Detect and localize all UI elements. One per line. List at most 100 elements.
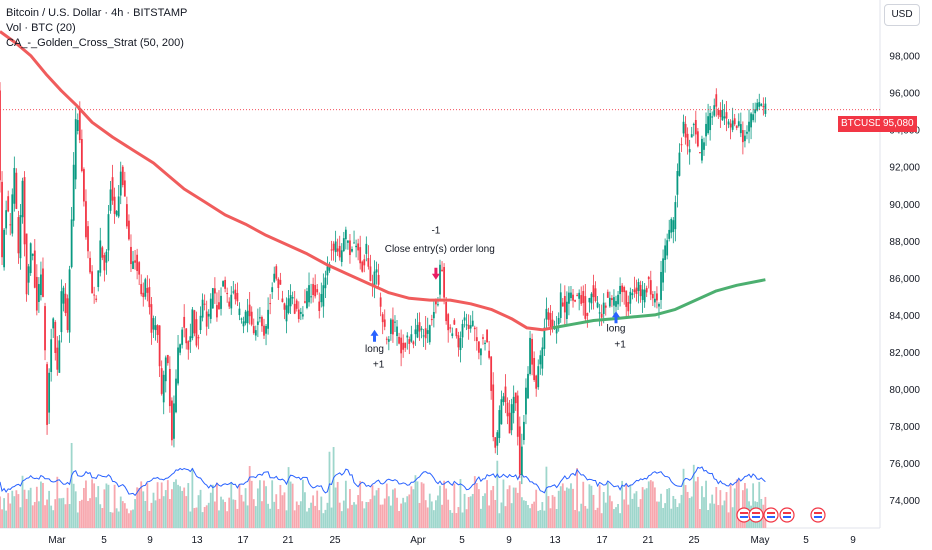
candle-body bbox=[594, 288, 597, 302]
candle-body bbox=[428, 325, 431, 343]
candle-body bbox=[246, 310, 249, 324]
candle-body bbox=[432, 311, 435, 319]
volume-bar bbox=[621, 480, 624, 528]
volume-bar bbox=[543, 510, 546, 528]
volume-bar bbox=[576, 468, 579, 528]
volume-bar bbox=[694, 481, 697, 528]
volume-bar bbox=[428, 493, 431, 528]
volume-bar bbox=[121, 501, 124, 528]
volume-bar bbox=[355, 504, 357, 528]
volume-bar bbox=[416, 481, 419, 528]
volume-bar bbox=[680, 494, 683, 528]
candle-body bbox=[549, 313, 552, 329]
volume-bar bbox=[518, 481, 521, 528]
candle-body bbox=[723, 116, 726, 119]
candle-body bbox=[502, 396, 505, 403]
candle-body bbox=[666, 240, 669, 256]
candle-body bbox=[326, 266, 329, 276]
candle-body bbox=[586, 312, 589, 316]
candle-body bbox=[598, 312, 601, 314]
candle-body bbox=[498, 410, 501, 439]
volume-bar bbox=[537, 510, 540, 528]
candle-body bbox=[273, 273, 276, 282]
volume-bar bbox=[85, 480, 87, 528]
event-flag-icon bbox=[748, 507, 764, 523]
signal-label: +1 bbox=[373, 360, 385, 371]
volume-bar bbox=[645, 488, 648, 528]
candle-body bbox=[11, 194, 14, 234]
candle-body bbox=[191, 309, 194, 339]
volume-bar bbox=[64, 504, 67, 528]
volume-bar bbox=[457, 507, 460, 528]
symbol-title[interactable]: Bitcoin / U.S. Dollar · 4h · BITSTAMP bbox=[6, 7, 188, 19]
volume-bar bbox=[37, 501, 40, 528]
volume-bar bbox=[574, 510, 576, 528]
volume-bar bbox=[33, 501, 36, 528]
candle-body bbox=[224, 279, 227, 289]
volume-bar bbox=[7, 493, 10, 528]
volume-bar bbox=[506, 489, 509, 528]
candle-body bbox=[308, 285, 310, 303]
volume-bar bbox=[647, 481, 650, 528]
volume-bar bbox=[737, 479, 740, 528]
candle-body bbox=[195, 319, 198, 346]
currency-button[interactable]: USD bbox=[884, 4, 920, 26]
candle-body bbox=[756, 102, 759, 111]
candle-body bbox=[692, 124, 695, 126]
candle-body bbox=[547, 312, 550, 320]
candle-body bbox=[238, 308, 241, 316]
volume-bar bbox=[105, 483, 108, 528]
volume-bar bbox=[31, 505, 34, 528]
time-axis-tick: May bbox=[751, 535, 770, 546]
candle-body bbox=[451, 333, 454, 336]
volume-bar bbox=[351, 504, 353, 528]
candle-body bbox=[385, 338, 388, 340]
candle-body bbox=[762, 106, 765, 108]
candle-body bbox=[58, 340, 61, 373]
long-entry-arrow-icon bbox=[612, 311, 620, 324]
volume-bar bbox=[281, 495, 284, 528]
candle-body bbox=[27, 266, 30, 283]
volume-bar bbox=[173, 481, 175, 528]
candle-body bbox=[373, 271, 376, 287]
candle-body bbox=[314, 285, 317, 297]
candle-body bbox=[557, 318, 560, 325]
volume-bar bbox=[189, 511, 192, 528]
candle-body bbox=[637, 282, 640, 291]
candle-body bbox=[418, 322, 421, 332]
volume-bar bbox=[130, 510, 132, 528]
candle-body bbox=[383, 319, 386, 327]
volume-bar bbox=[301, 479, 304, 528]
candle-body bbox=[590, 293, 593, 304]
strategy-label[interactable]: CA_-_Golden_Cross_Strat (50, 200) bbox=[6, 37, 184, 49]
candle-body bbox=[0, 90, 1, 181]
candle-body bbox=[136, 254, 139, 271]
candle-body bbox=[322, 285, 325, 307]
candle-body bbox=[707, 116, 709, 134]
volume-bar bbox=[613, 509, 615, 528]
candle-body bbox=[228, 301, 231, 307]
candle-body bbox=[437, 304, 439, 306]
candle-body bbox=[660, 271, 662, 300]
candle-body bbox=[267, 309, 269, 329]
volume-bar bbox=[578, 511, 581, 528]
volume-bar bbox=[68, 504, 71, 528]
candle-body bbox=[160, 368, 163, 394]
volume-bar bbox=[557, 490, 560, 528]
volume-indicator-label[interactable]: Vol · BTC (20) bbox=[6, 22, 76, 34]
volume-bar bbox=[455, 513, 458, 528]
candle-body bbox=[735, 125, 738, 129]
candle-body bbox=[156, 325, 159, 335]
volume-bar bbox=[304, 492, 306, 528]
price-axis-tick: 78,000 bbox=[889, 422, 920, 433]
candle-body bbox=[125, 204, 128, 227]
candle-body bbox=[285, 305, 288, 322]
candle-body bbox=[469, 325, 472, 329]
candle-body bbox=[56, 347, 59, 370]
volume-bar bbox=[653, 487, 656, 528]
candle-body bbox=[324, 277, 327, 289]
volume-bar bbox=[590, 485, 593, 528]
candle-body bbox=[739, 124, 742, 134]
candle-body bbox=[561, 302, 564, 307]
